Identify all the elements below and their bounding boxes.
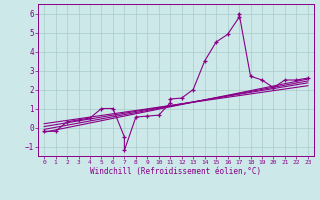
X-axis label: Windchill (Refroidissement éolien,°C): Windchill (Refroidissement éolien,°C) — [91, 167, 261, 176]
